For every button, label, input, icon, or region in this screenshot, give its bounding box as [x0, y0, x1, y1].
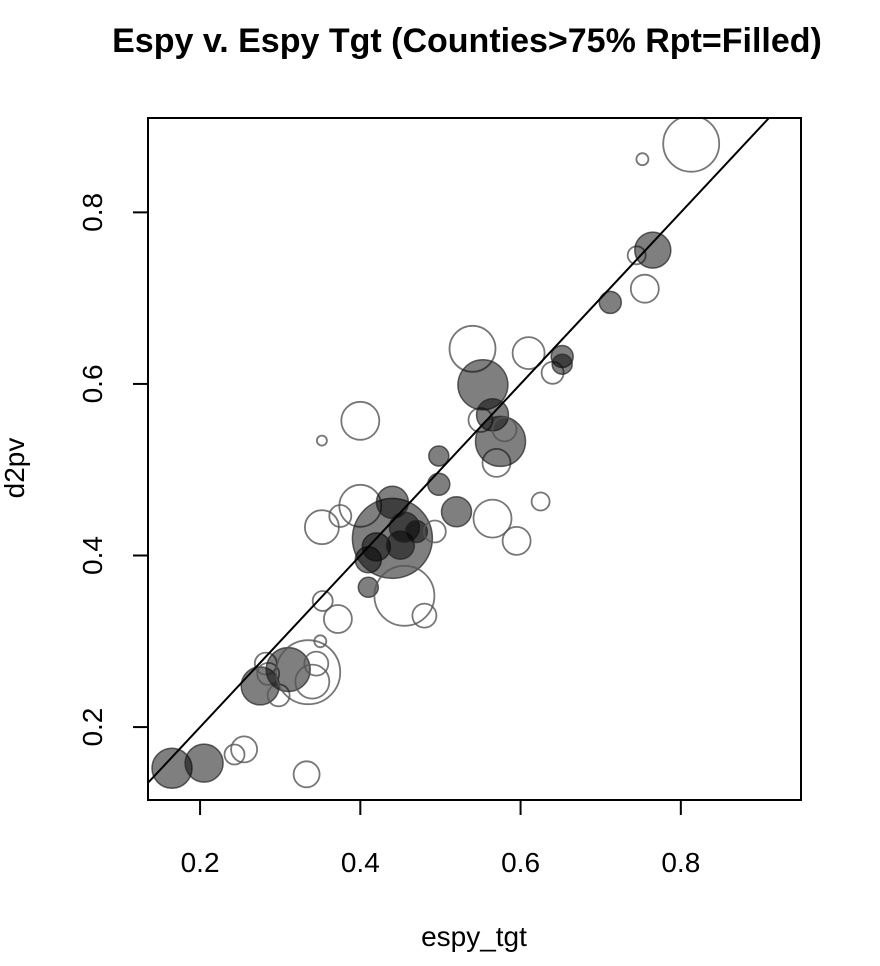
x-tick-label: 0.2: [181, 847, 220, 878]
reference-line: [148, 118, 771, 785]
axes-layer: 0.2 0.4 0.6 0.8 0.2 0.4 0.6 0.8: [77, 193, 700, 878]
open-point: [303, 650, 330, 677]
open-point: [501, 526, 532, 556]
open-point: [313, 634, 328, 649]
x-axis-label: espy_tgt: [421, 921, 527, 952]
open-point: [322, 604, 353, 634]
filled-point: [634, 231, 672, 269]
filled-point: [551, 353, 573, 375]
filled-point: [427, 472, 451, 497]
y-tick-label: 0.2: [77, 708, 108, 747]
open-point: [411, 602, 438, 629]
open-point: [292, 760, 321, 789]
open-point: [511, 336, 546, 371]
open-point: [223, 743, 246, 766]
open-point: [340, 400, 381, 441]
filled-point: [598, 290, 623, 315]
open-point: [629, 273, 660, 304]
open-point: [662, 118, 721, 173]
open-point: [275, 639, 342, 706]
x-tick-label: 0.8: [661, 847, 700, 878]
y-tick-label: 0.4: [77, 536, 108, 575]
x-tick-label: 0.6: [501, 847, 540, 878]
open-point: [472, 498, 513, 539]
y-tick-label: 0.8: [77, 193, 108, 232]
filled-point: [404, 519, 429, 544]
open-point: [635, 152, 650, 167]
open-point: [311, 590, 334, 612]
filled-point: [184, 743, 224, 783]
reference-line-layer: [148, 118, 771, 785]
open-point: [422, 519, 447, 544]
filled-point: [357, 576, 380, 599]
open-point: [294, 663, 331, 700]
filled-point: [265, 646, 311, 693]
open-point: [491, 416, 518, 443]
chart-title: Espy v. Espy Tgt (Counties>75% Rpt=Fille…: [112, 22, 822, 60]
open-point: [530, 491, 551, 512]
x-tick-label: 0.4: [341, 847, 380, 878]
filled-point: [428, 445, 450, 467]
open-point: [303, 509, 340, 546]
open-point: [328, 504, 353, 528]
open-point: [373, 564, 436, 627]
points-layer: [151, 118, 721, 790]
y-tick-label: 0.6: [77, 364, 108, 403]
open-point: [315, 434, 328, 447]
filled-point: [440, 496, 473, 528]
open-point: [230, 735, 259, 764]
y-axis-label: d2pv: [0, 438, 30, 499]
